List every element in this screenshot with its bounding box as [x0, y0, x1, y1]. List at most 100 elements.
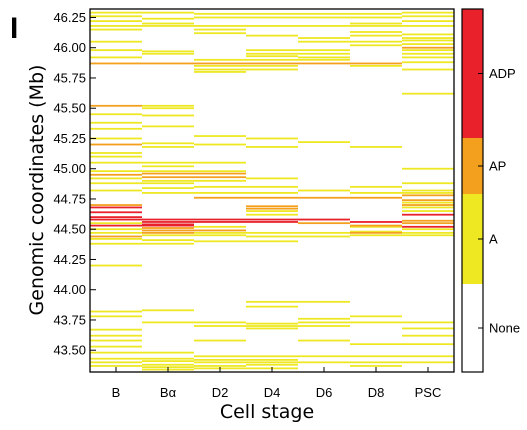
heatmap-band-a: [90, 113, 142, 116]
heatmap-band-a: [194, 135, 246, 137]
heatmap-band-a: [246, 16, 298, 19]
heatmap-band-ap: [298, 196, 350, 199]
panel-letter: I: [10, 12, 18, 45]
heatmap-band-a: [246, 58, 298, 61]
heatmap-band-a: [246, 34, 298, 37]
heatmap-band-a: [90, 152, 142, 154]
heatmap-band-a: [298, 25, 350, 27]
heatmap-band-a: [194, 339, 246, 342]
x-tick-label: D6: [316, 385, 333, 400]
heatmap-band-a: [90, 365, 142, 367]
y-tick-label: 44.00: [53, 282, 86, 297]
heatmap-band-a: [194, 359, 246, 361]
heatmap-band-adp: [90, 224, 142, 227]
colorbar-label: A: [489, 232, 498, 247]
heatmap-band-a: [90, 11, 142, 14]
heatmap-band-a: [246, 185, 298, 188]
heatmap-band-ap: [142, 176, 194, 179]
heatmap-band-a: [246, 68, 298, 71]
heatmap-band-a: [246, 240, 298, 243]
heatmap-band-a: [246, 192, 298, 194]
heatmap-band-a: [246, 213, 298, 216]
heatmap-band-a: [90, 56, 142, 59]
heatmap-band-a: [402, 355, 454, 358]
heatmap-band-a: [350, 355, 402, 358]
heatmap-band-a: [298, 321, 350, 324]
y-axis-label: Genomic coordinates (Mb): [26, 65, 48, 316]
heatmap-band-a: [298, 56, 350, 59]
heatmap-band-a: [142, 25, 194, 27]
heatmap-band-ap: [90, 173, 142, 176]
heatmap-band-a: [194, 240, 246, 243]
heatmap-band-a: [246, 235, 298, 238]
y-tick-label: 45.50: [53, 101, 86, 116]
heatmap-band-a: [402, 321, 454, 324]
heatmap-band-a: [298, 317, 350, 320]
y-tick-label: 43.75: [53, 312, 86, 327]
x-tick-label: PSC: [415, 385, 442, 400]
heatmap-band-a: [142, 161, 194, 164]
heatmap-band-a: [194, 225, 246, 228]
heatmap-band-a: [194, 12, 246, 15]
colorbar-swatch-a: [462, 194, 483, 284]
heatmap-band-a: [402, 56, 454, 59]
heatmap-band-a: [298, 49, 350, 52]
heatmap-band-a: [402, 343, 454, 346]
heatmap-band-a: [350, 31, 402, 33]
heatmap-band-a: [402, 25, 454, 27]
heatmap-band-a: [402, 37, 454, 39]
heatmap-band-a: [402, 20, 454, 22]
heatmap-band-ap: [194, 196, 246, 199]
y-tick-label: 45.25: [53, 131, 86, 146]
heatmap-band-a: [194, 179, 246, 182]
heatmap-band-a: [90, 40, 142, 43]
heatmap-band-ap: [194, 172, 246, 175]
heatmap-band-adp: [298, 218, 350, 221]
heatmap-band-a: [142, 107, 194, 110]
heatmap-band-ap: [298, 222, 350, 225]
heatmap-band-a: [142, 114, 194, 117]
heatmap-band-a: [142, 179, 194, 182]
heatmap-band-a: [350, 225, 402, 228]
heatmap-band-a: [298, 339, 350, 342]
heatmap-band-a: [194, 361, 246, 364]
heatmap-band-a: [90, 177, 142, 180]
heatmap-band-a: [194, 325, 246, 327]
heatmap-band-adp: [246, 221, 298, 223]
heatmap-band-a: [90, 222, 142, 225]
heatmap-band-a: [90, 15, 142, 18]
heatmap-band-a: [402, 189, 454, 192]
heatmap-band-a: [142, 50, 194, 53]
heatmap-band-ap: [246, 62, 298, 65]
heatmap-band-ap: [142, 62, 194, 65]
y-tick-label: 44.75: [53, 191, 86, 206]
heatmap-band-a: [402, 167, 454, 170]
heatmap-band-adp: [194, 221, 246, 223]
heatmap-band-a: [142, 363, 194, 366]
heatmap-band-adp: [142, 221, 194, 223]
heatmap-band-ap: [402, 199, 454, 202]
heatmap-band-ap: [90, 62, 142, 65]
heatmap-band-a: [246, 322, 298, 325]
heatmap-band-ap: [246, 207, 298, 210]
heatmap-band-ap: [142, 229, 194, 232]
heatmap-band-a: [350, 12, 402, 15]
heatmap-band-a: [246, 52, 298, 55]
heatmap-band-a: [246, 137, 298, 140]
heatmap-band-a: [142, 242, 194, 245]
heatmap-band-adp: [90, 206, 142, 209]
heatmap-band-ap: [298, 62, 350, 65]
heatmap-band-ap: [90, 104, 142, 107]
heatmap-band-a: [90, 228, 142, 231]
heatmap-band-a: [90, 361, 142, 364]
heatmap-band-a: [90, 137, 142, 140]
heatmap-band-a: [350, 230, 402, 233]
heatmap-band-a: [194, 231, 246, 234]
heatmap-band-a: [350, 22, 402, 25]
heatmap-band-a: [402, 327, 454, 330]
heatmap-band-a: [402, 201, 454, 204]
heatmap-band-a: [142, 11, 194, 14]
heatmap-band-a: [194, 32, 246, 35]
y-tick-label: 44.25: [53, 252, 86, 267]
heatmap-band-a: [246, 327, 298, 330]
